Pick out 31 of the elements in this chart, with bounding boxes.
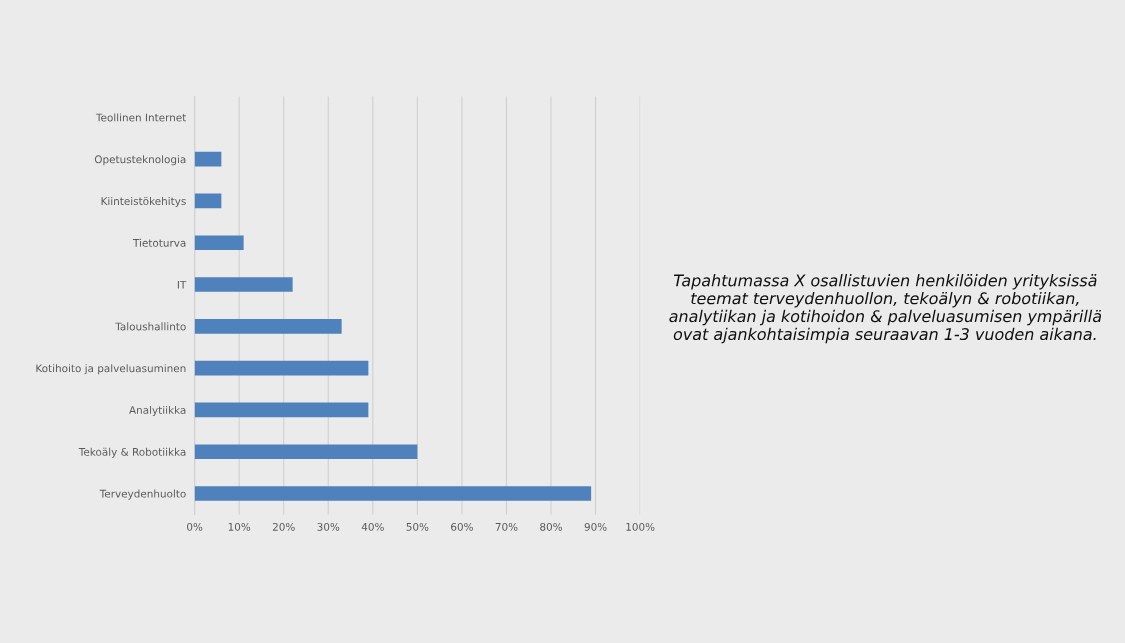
bar [194, 486, 592, 501]
y-tick-label: Analytiikka [129, 405, 186, 417]
x-tick-label: 90% [584, 522, 607, 531]
y-tick-label: Teollinen Internet [95, 113, 187, 122]
x-tick-label: 100% [626, 522, 655, 531]
x-tick-label: 0% [187, 522, 203, 531]
y-tick-label: Tekoäly & Robotiikka [78, 447, 186, 458]
x-tick-label: 40% [361, 522, 384, 531]
bar [194, 402, 369, 418]
bar [194, 444, 418, 460]
y-tick-label: Taloushallinto [115, 322, 186, 331]
bar [194, 360, 369, 376]
y-tick-label: Kiinteistökehitys [101, 196, 186, 208]
y-tick-label: IT [177, 280, 187, 289]
x-tick-label: 30% [317, 522, 340, 531]
bar [194, 193, 222, 209]
text: Tapahtumassa X osallistuvien henkilöiden yrityksissä teemat terveydenhuollon, tekoälyn & robotiikan, analytiikan ja kotihoidon & palveluasumisen ympärillä ovat ajankohtaisimpia seuraavan 1-3 vuoden aikana. [669, 274, 1101, 344]
x-tick-label: 50% [406, 522, 429, 531]
x-tick-label: 10% [228, 522, 251, 531]
y-tick-label: Kotihoito ja palveluasuminen [36, 364, 186, 375]
x-tick-label: 80% [540, 522, 563, 531]
bar [194, 151, 222, 167]
x-tick-label: 70% [495, 522, 518, 531]
y-tick-label: Opetusteknologia [94, 155, 186, 166]
x-tick-label: 60% [451, 522, 473, 531]
y-tick-label: Terveydenhuolto [99, 489, 186, 500]
bar [194, 235, 244, 251]
y-tick-label: Tietoturva [132, 238, 186, 247]
bar [194, 277, 293, 292]
bar [194, 319, 342, 334]
x-tick-label: 20% [272, 522, 295, 531]
